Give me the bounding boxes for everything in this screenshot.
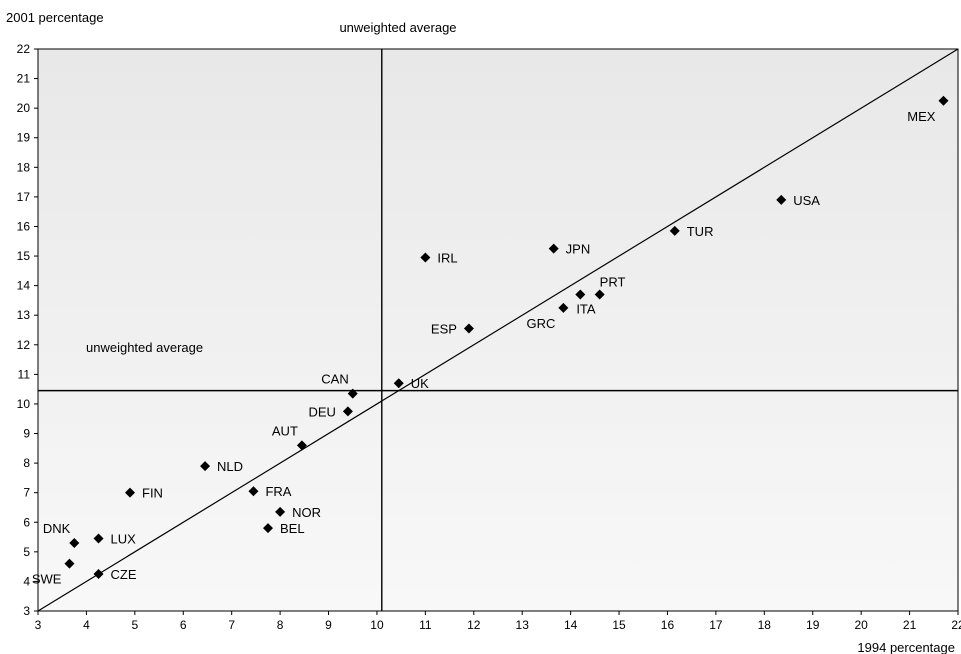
point-label-jpn: JPN (566, 242, 591, 257)
point-marker-grc (558, 302, 569, 313)
point-marker-esp (463, 323, 474, 334)
point-marker-prt (594, 289, 605, 300)
y-tick-label: 13 (17, 308, 31, 322)
y-tick-label: 8 (23, 456, 30, 470)
point-marker-mex (938, 95, 949, 106)
y-tick-label: 4 (23, 574, 30, 588)
point-marker-deu (342, 406, 353, 417)
x-tick-label: 19 (806, 618, 820, 632)
y-tick-label: 3 (23, 604, 30, 618)
point-label-cze: CZE (111, 567, 137, 582)
y-tick-label: 19 (17, 131, 31, 145)
point-label-grc: GRC (526, 316, 555, 331)
x-tick-label: 20 (854, 618, 868, 632)
diagonal-line (37, 48, 959, 612)
y-tick-label: 6 (23, 515, 30, 529)
reference-lines (37, 48, 959, 612)
y-axis-label: 2001 percentage (6, 10, 104, 25)
y-tick-label: 16 (17, 219, 31, 233)
point-marker-lux (93, 533, 104, 544)
point-label-aut: AUT (272, 423, 298, 438)
x-tick-label: 3 (35, 618, 42, 632)
x-tick-label: 18 (758, 618, 772, 632)
point-label-uk: UK (411, 376, 429, 391)
x-tick-label: 16 (661, 618, 675, 632)
x-tick-label: 17 (709, 618, 723, 632)
point-marker-can (347, 388, 358, 399)
point-label-tur: TUR (687, 224, 714, 239)
point-marker-ita (575, 289, 586, 300)
point-marker-swe (64, 558, 75, 569)
x-tick-label: 21 (903, 618, 917, 632)
point-label-usa: USA (793, 193, 820, 208)
y-tick-label: 20 (17, 101, 31, 115)
y-tick-label: 12 (17, 338, 31, 352)
y-tick-label: 14 (17, 279, 31, 293)
point-label-lux: LUX (111, 532, 137, 547)
x-tick-label: 8 (277, 618, 284, 632)
point-label-dnk: DNK (43, 521, 71, 536)
point-marker-tur (669, 225, 680, 236)
y-tick-label: 10 (17, 397, 31, 411)
x-tick-label: 9 (325, 618, 332, 632)
x-tick-label: 5 (131, 618, 138, 632)
x-tick-label: 14 (564, 618, 578, 632)
point-marker-usa (776, 194, 787, 205)
point-label-prt: PRT (600, 275, 626, 290)
y-tick-label: 11 (18, 367, 31, 381)
point-label-mex: MEX (907, 109, 936, 124)
point-marker-fra (248, 486, 259, 497)
x-axis-label: 1994 percentage (857, 640, 955, 654)
point-label-ita: ITA (576, 302, 596, 317)
point-label-deu: DEU (308, 404, 335, 419)
point-marker-nld (200, 461, 211, 472)
point-label-bel: BEL (280, 521, 305, 536)
point-marker-aut (296, 440, 307, 451)
average-x-label: unweighted average (339, 20, 456, 35)
x-tick-label: 13 (516, 618, 530, 632)
point-label-nld: NLD (217, 459, 243, 474)
point-label-swe: SWE (32, 572, 62, 587)
y-tick-label: 5 (23, 545, 30, 559)
point-marker-cze (93, 569, 104, 580)
point-label-irl: IRL (437, 251, 457, 266)
y-tick-label: 22 (17, 42, 31, 56)
average-y-label: unweighted average (86, 340, 203, 355)
x-tick-label: 12 (467, 618, 481, 632)
y-tick-label: 9 (23, 427, 30, 441)
data-points: MEX USA TUR JPN IRL PRT ITA GRC ESP UK CAN DEU AUT NL… (32, 95, 949, 587)
x-tick-label: 15 (612, 618, 626, 632)
x-tick-label: 7 (228, 618, 235, 632)
point-marker-fin (125, 487, 135, 498)
y-tick-label: 15 (17, 249, 31, 263)
point-label-fin: FIN (142, 486, 163, 501)
x-tick-label: 4 (83, 618, 90, 632)
point-marker-jpn (548, 243, 559, 254)
x-tick-label: 11 (419, 618, 432, 632)
point-label-can: CAN (321, 372, 348, 387)
x-tick-label: 22 (951, 618, 961, 632)
axis-ticks: 3 4 5 6 7 8 9 10 11 12 13 14 15 16 17 18 19 20 21 22 3 4 5 6 7 8 9… (17, 42, 961, 632)
point-marker-uk (393, 378, 404, 389)
point-marker-nor (275, 506, 286, 517)
x-tick-label: 10 (370, 618, 384, 632)
point-label-nor: NOR (292, 505, 321, 520)
y-tick-label: 18 (17, 160, 31, 174)
x-tick-label: 6 (180, 618, 187, 632)
point-marker-dnk (69, 537, 80, 548)
point-marker-irl (420, 252, 431, 263)
point-label-esp: ESP (431, 322, 457, 337)
y-tick-label: 17 (17, 190, 31, 204)
y-tick-label: 21 (17, 72, 31, 86)
point-label-fra: FRA (265, 484, 291, 499)
y-tick-label: 7 (23, 486, 30, 500)
point-marker-bel (263, 523, 273, 534)
